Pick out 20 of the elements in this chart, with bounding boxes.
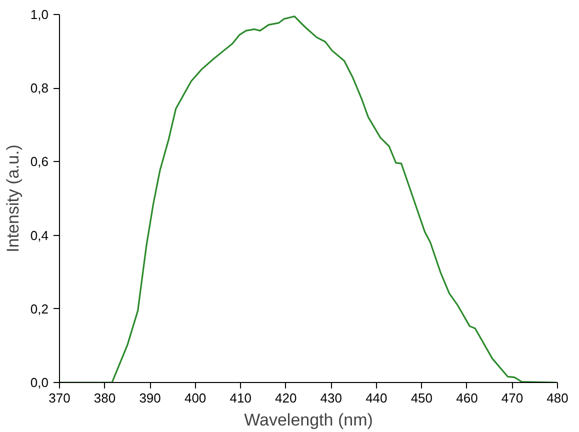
x-tick-label: 370 [48, 390, 70, 406]
y-tick-label: 1,0 [30, 7, 49, 22]
x-tick-label: 470 [501, 390, 524, 406]
x-tick-label: 390 [139, 390, 161, 406]
x-axis-title: Wavelength (nm) [244, 410, 373, 430]
y-tick-label: 0,6 [30, 154, 49, 170]
x-tick-label: 450 [410, 390, 433, 406]
x-tick-label: 460 [456, 390, 478, 406]
x-tick-label: 420 [275, 390, 297, 406]
y-tick-label: 0,2 [30, 301, 49, 316]
x-tick-label: 410 [230, 390, 252, 406]
x-tick-label: 480 [546, 390, 568, 406]
y-tick-label: 0,8 [30, 80, 49, 96]
y-axis-title: Intensity (a.u.) [3, 144, 22, 252]
x-tick-label: 380 [94, 390, 116, 406]
y-tick-label: 0,4 [30, 228, 49, 243]
y-tick-label: 0,0 [30, 375, 49, 390]
x-tick-label: 430 [320, 390, 342, 406]
x-tick-label: 400 [184, 390, 206, 406]
x-tick-label: 440 [366, 390, 388, 406]
